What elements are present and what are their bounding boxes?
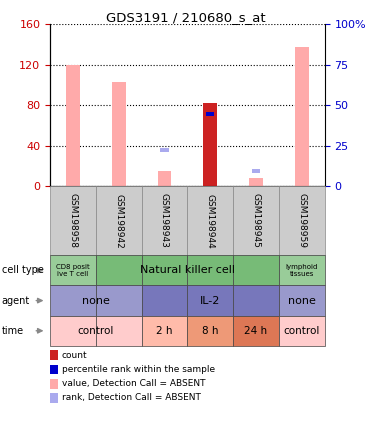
Text: agent: agent [2,296,30,305]
Bar [69,101,77,106]
Text: 2 h: 2 h [156,326,173,336]
Text: control: control [283,326,320,336]
Text: CD8 posit
ive T cell: CD8 posit ive T cell [56,264,90,277]
Text: percentile rank within the sample: percentile rank within the sample [62,365,215,374]
Text: time: time [2,326,24,336]
Text: 8 h: 8 h [202,326,219,336]
Text: GSM198943: GSM198943 [160,194,169,248]
Text: IL-2: IL-2 [200,296,220,305]
Bar [66,65,80,186]
Bar [112,82,126,186]
Text: cell type: cell type [2,266,44,275]
Text: none: none [82,296,110,305]
Text: none: none [288,296,316,305]
Text: control: control [78,326,114,336]
Text: GSM198959: GSM198959 [297,194,306,248]
Bar [206,111,214,115]
Bar [252,169,260,173]
Text: 24 h: 24 h [244,326,267,336]
Text: GDS3191 / 210680_s_at: GDS3191 / 210680_s_at [106,11,265,24]
Text: GSM198942: GSM198942 [114,194,123,248]
Text: GSM198958: GSM198958 [69,194,78,248]
Bar [203,103,217,186]
Text: GSM198945: GSM198945 [252,194,260,248]
Bar [158,171,171,186]
Bar [160,148,168,152]
Bar [295,47,309,186]
Text: GSM198944: GSM198944 [206,194,215,248]
Text: value, Detection Call = ABSENT: value, Detection Call = ABSENT [62,379,206,388]
Bar [249,178,263,186]
Text: rank, Detection Call = ABSENT: rank, Detection Call = ABSENT [62,393,201,402]
Text: count: count [62,351,88,360]
Bar [298,101,306,106]
Text: lymphoid
tissues: lymphoid tissues [286,264,318,277]
Text: Natural killer cell: Natural killer cell [140,266,235,275]
Bar [115,103,123,107]
